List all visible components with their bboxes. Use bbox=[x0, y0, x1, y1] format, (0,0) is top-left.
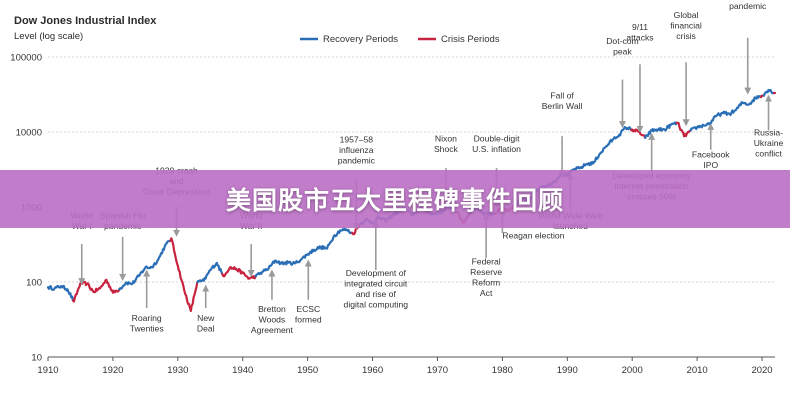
y-tick-label: 100000 bbox=[10, 53, 42, 64]
annotation-text: COVID-19 bbox=[728, 0, 768, 1]
crisis-line-segment bbox=[630, 128, 647, 139]
crisis-line-segment bbox=[169, 237, 199, 313]
recovery-line-segment bbox=[46, 284, 75, 302]
annotation: COVID-19pandemic bbox=[728, 0, 768, 95]
annotation-text: Woods bbox=[259, 314, 286, 324]
annotation-text: 1957–58 bbox=[340, 135, 374, 145]
annotation-text: Development of bbox=[346, 268, 407, 278]
x-tick-label: 1920 bbox=[102, 365, 123, 376]
title-banner: 美国股市五大里程碑事件回顾 bbox=[0, 170, 790, 228]
x-axis-ticks: 1910 1920 1930 1940 1950 1960 1970 1980 1990 2000… bbox=[37, 357, 773, 376]
annotation-text: pandemic bbox=[338, 156, 376, 166]
recovery-line-segment bbox=[762, 88, 776, 97]
legend-label-recovery: Recovery Periods bbox=[323, 34, 398, 45]
recovery-line-segment bbox=[254, 227, 354, 278]
x-tick-label: 1910 bbox=[37, 365, 58, 376]
recovery-line-segment bbox=[644, 121, 678, 139]
annotation-text: ECSC bbox=[296, 304, 320, 314]
y-tick-label: 10 bbox=[31, 353, 42, 364]
x-tick-label: 1930 bbox=[167, 365, 188, 376]
crisis-line-segment bbox=[221, 266, 257, 280]
x-tick-label: 2000 bbox=[622, 365, 643, 376]
annotation-text: Act bbox=[480, 288, 493, 298]
annotation-text: Double-digit bbox=[474, 133, 520, 143]
x-tick-label: 1970 bbox=[427, 365, 448, 376]
crisis-line-segment bbox=[71, 278, 121, 303]
x-tick-label: 1950 bbox=[297, 365, 318, 376]
annotation-text: Reform bbox=[472, 278, 500, 288]
annotation-text: U.S. inflation bbox=[472, 144, 521, 154]
annotation-text: attacks bbox=[626, 32, 653, 42]
x-tick-label: 1940 bbox=[232, 365, 253, 376]
x-tick-label: 1960 bbox=[362, 365, 383, 376]
annotation-text: Federal bbox=[472, 257, 501, 267]
annotation-text: Reagan election bbox=[502, 231, 564, 241]
recovery-line-segment bbox=[196, 261, 224, 284]
annotation-text: Deal bbox=[197, 324, 215, 334]
x-tick-label: 1980 bbox=[492, 365, 513, 376]
y-tick-label: 10000 bbox=[16, 128, 42, 139]
annotation-text: Bretton bbox=[258, 304, 286, 314]
annotation-text: financial bbox=[670, 21, 702, 31]
annotation-text: New bbox=[197, 313, 215, 323]
annotation-text: Ukraine bbox=[754, 138, 784, 148]
annotation-text: Roaring bbox=[132, 313, 162, 323]
y-tick-label: 100 bbox=[26, 278, 42, 289]
crisis-line-segment bbox=[675, 121, 692, 138]
annotation-text: Reserve bbox=[470, 267, 502, 277]
annotation-text: Russia- bbox=[754, 127, 783, 137]
annotation-text: Nixon bbox=[435, 133, 457, 143]
annotation-text: Facebook bbox=[692, 149, 730, 159]
x-tick-label: 1990 bbox=[557, 365, 578, 376]
recovery-line-segment bbox=[118, 239, 172, 291]
banner-title: 美国股市五大里程碑事件回顾 bbox=[225, 186, 564, 215]
annotation-text: digital computing bbox=[344, 300, 409, 310]
annotations: WorldWar ISpanish Flupandemic1929 crasha… bbox=[71, 0, 784, 335]
y-axis-label: Level (log scale) bbox=[14, 31, 83, 42]
annotation-text: influenza bbox=[339, 145, 374, 155]
annotation-text: formed bbox=[295, 314, 322, 324]
annotation-text: Berlin Wall bbox=[542, 101, 583, 111]
annotation-text: Global bbox=[674, 10, 699, 20]
annotation-text: 9/11 bbox=[632, 22, 648, 32]
annotation-text: integrated circuit bbox=[344, 279, 408, 289]
annotation-text: Dot-com bbox=[606, 36, 638, 46]
annotation-text: peak bbox=[613, 46, 632, 56]
annotation-text: Fall of bbox=[550, 90, 574, 100]
recovery-line-segment bbox=[689, 95, 763, 132]
legend-label-crisis: Crisis Periods bbox=[441, 34, 500, 45]
annotation-text: Shock bbox=[434, 144, 459, 154]
annotation-text: and rise of bbox=[356, 289, 397, 299]
annotation-text: crisis bbox=[676, 31, 696, 41]
chart-title: Dow Jones Industrial Index bbox=[14, 15, 157, 27]
annotation-text: IPO bbox=[703, 160, 718, 170]
x-tick-label: 2010 bbox=[687, 365, 708, 376]
annotation-text: conflict bbox=[755, 148, 782, 158]
legend: Recovery Periods Crisis Periods bbox=[300, 34, 500, 45]
annotation-text: Agreement bbox=[251, 325, 294, 335]
annotation-text: Twenties bbox=[130, 324, 164, 334]
annotation-text: pandemic bbox=[729, 1, 767, 11]
x-tick-label: 2020 bbox=[751, 365, 772, 376]
